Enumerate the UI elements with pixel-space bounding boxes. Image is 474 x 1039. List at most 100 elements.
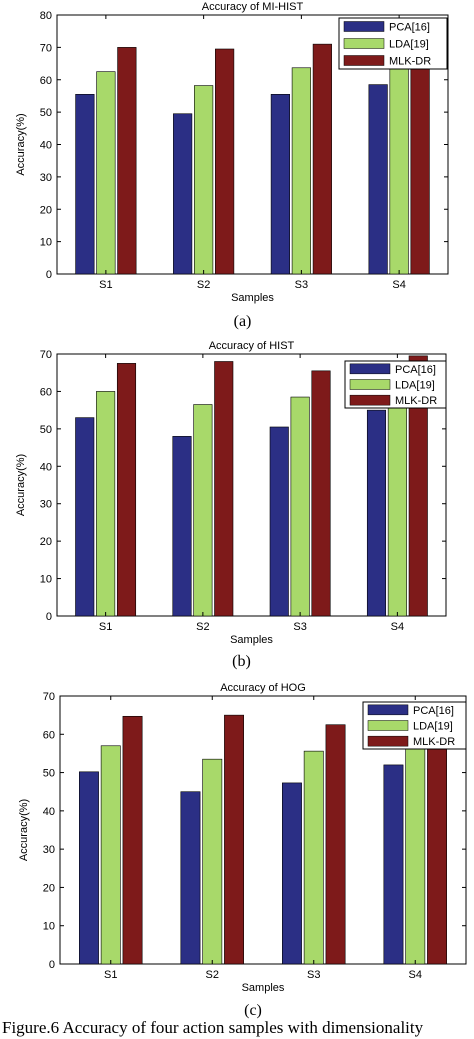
legend-swatch-lda19 [349, 379, 391, 390]
x-tick-label-s2: S2 [197, 279, 210, 291]
bar-s3-pca16 [270, 94, 290, 275]
legend-label: MLK-DR [395, 395, 437, 407]
x-tick-label-s1: S1 [104, 969, 117, 981]
x-tick-label-s1: S1 [99, 621, 112, 633]
bar-s1-pca16 [75, 417, 95, 617]
x-tick-label-s3: S3 [307, 969, 320, 981]
plot-area-frame [56, 353, 447, 617]
y-tick-label: 70 [43, 691, 55, 703]
bar-s4-lda19 [405, 739, 426, 965]
bar-s1-lda19 [96, 391, 116, 617]
legend-label: PCA[16] [395, 364, 436, 376]
x-tick-label-s2: S2 [206, 969, 219, 981]
bar-s2-mlkdr [214, 361, 234, 617]
panel-label: (c) [244, 1002, 262, 1019]
bar-s2-mlkdr [215, 48, 235, 275]
bar-s1-pca16 [79, 771, 99, 965]
y-tick-label: 0 [49, 959, 55, 971]
y-tick-label: 30 [40, 172, 52, 184]
y-tick-label: 40 [43, 806, 55, 818]
legend-swatch-mlkdr [349, 394, 391, 406]
bar-s1-pca16 [75, 94, 95, 275]
legend-swatch-mlkdr [367, 735, 409, 747]
bar-s4-mlkdr [408, 355, 428, 617]
legend-label: MLK-DR [389, 56, 431, 68]
y-tick-label: 20 [40, 204, 52, 216]
y-tick-label: 20 [40, 536, 52, 548]
x-axis-label: Samples [230, 634, 273, 646]
panel-label: (b) [232, 653, 251, 670]
plot-area-frame [59, 695, 467, 965]
y-tick-label: 40 [40, 461, 52, 473]
y-tick-label: 30 [43, 844, 55, 856]
chart-title: Accuracy of HOG [220, 682, 306, 694]
bar-s4-mlkdr [427, 722, 447, 965]
y-tick-label: 70 [40, 42, 52, 54]
x-axis-label: Samples [231, 292, 274, 304]
legend-swatch-pca16 [367, 704, 409, 716]
x-axis-label: Samples [242, 982, 285, 994]
x-tick-label-s2: S2 [196, 621, 209, 633]
legend-label: LDA[19] [395, 380, 435, 392]
legend-label: PCA[16] [389, 22, 430, 34]
x-tick-label-s4: S4 [409, 969, 422, 981]
bar-s3-lda19 [303, 750, 324, 965]
legend-swatch-pca16 [343, 21, 385, 32]
bar-s4-mlkdr [410, 45, 430, 275]
legend-label: PCA[16] [413, 705, 454, 717]
y-tick-label: 10 [43, 921, 55, 933]
y-tick-label: 50 [40, 107, 52, 119]
bar-s3-mlkdr [312, 43, 332, 275]
y-tick-label: 80 [40, 10, 52, 22]
bar-s4-lda19 [389, 60, 409, 275]
bar-s3-lda19 [291, 67, 311, 275]
y-tick-label: 60 [40, 386, 52, 398]
bar-s3-lda19 [290, 396, 310, 617]
x-tick-label-s1: S1 [99, 279, 112, 291]
y-tick-label: 0 [46, 611, 52, 623]
bar-s2-pca16 [180, 791, 201, 965]
bar-s2-lda19 [193, 404, 213, 617]
bar-s4-pca16 [366, 409, 387, 617]
bar-s4-pca16 [383, 764, 404, 965]
legend-swatch-lda19 [343, 38, 385, 49]
y-tick-label: 10 [40, 574, 52, 586]
legend-swatch-lda19 [367, 720, 409, 731]
bar-s3-mlkdr [325, 724, 346, 965]
y-tick-label: 70 [40, 349, 52, 361]
y-tick-label: 10 [40, 237, 52, 249]
bar-s2-mlkdr [224, 714, 244, 965]
bar-s1-mlkdr [116, 363, 137, 617]
y-axis-label: Accuracy(%) [15, 113, 27, 175]
legend-label: MLK-DR [413, 736, 455, 748]
y-axis-label: Accuracy(%) [18, 799, 30, 861]
y-tick-label: 60 [43, 729, 55, 741]
x-tick-label-s3: S3 [295, 279, 308, 291]
bar-s1-lda19 [100, 745, 121, 965]
y-tick-label: 0 [46, 269, 52, 281]
legend-label: LDA[19] [389, 39, 429, 51]
x-tick-label-s4: S4 [392, 279, 405, 291]
legend-swatch-pca16 [349, 363, 391, 375]
bar-s1-mlkdr [122, 715, 143, 965]
legend-label: LDA[19] [413, 721, 453, 733]
bar-s3-mlkdr [311, 370, 331, 617]
y-tick-label: 50 [40, 424, 52, 436]
bar-s3-pca16 [282, 782, 302, 965]
chart-title: Accuracy of HIST [209, 340, 295, 352]
chart-title: Accuracy of MI-HIST [202, 1, 304, 13]
bar-s4-lda19 [387, 387, 407, 617]
bar-s3-pca16 [269, 426, 289, 617]
y-tick-label: 50 [43, 768, 55, 780]
bar-s4-pca16 [368, 84, 388, 275]
y-tick-label: 30 [40, 499, 52, 511]
bar-s1-mlkdr [117, 47, 137, 275]
bar-s2-lda19 [202, 758, 223, 965]
x-tick-label-s3: S3 [293, 621, 306, 633]
bar-s2-pca16 [173, 113, 193, 275]
panel-label: (a) [234, 313, 252, 330]
figure-caption: Figure.6 Accuracy of four action samples… [2, 1018, 424, 1037]
bar-s2-lda19 [194, 85, 214, 275]
y-tick-label: 20 [43, 882, 55, 894]
